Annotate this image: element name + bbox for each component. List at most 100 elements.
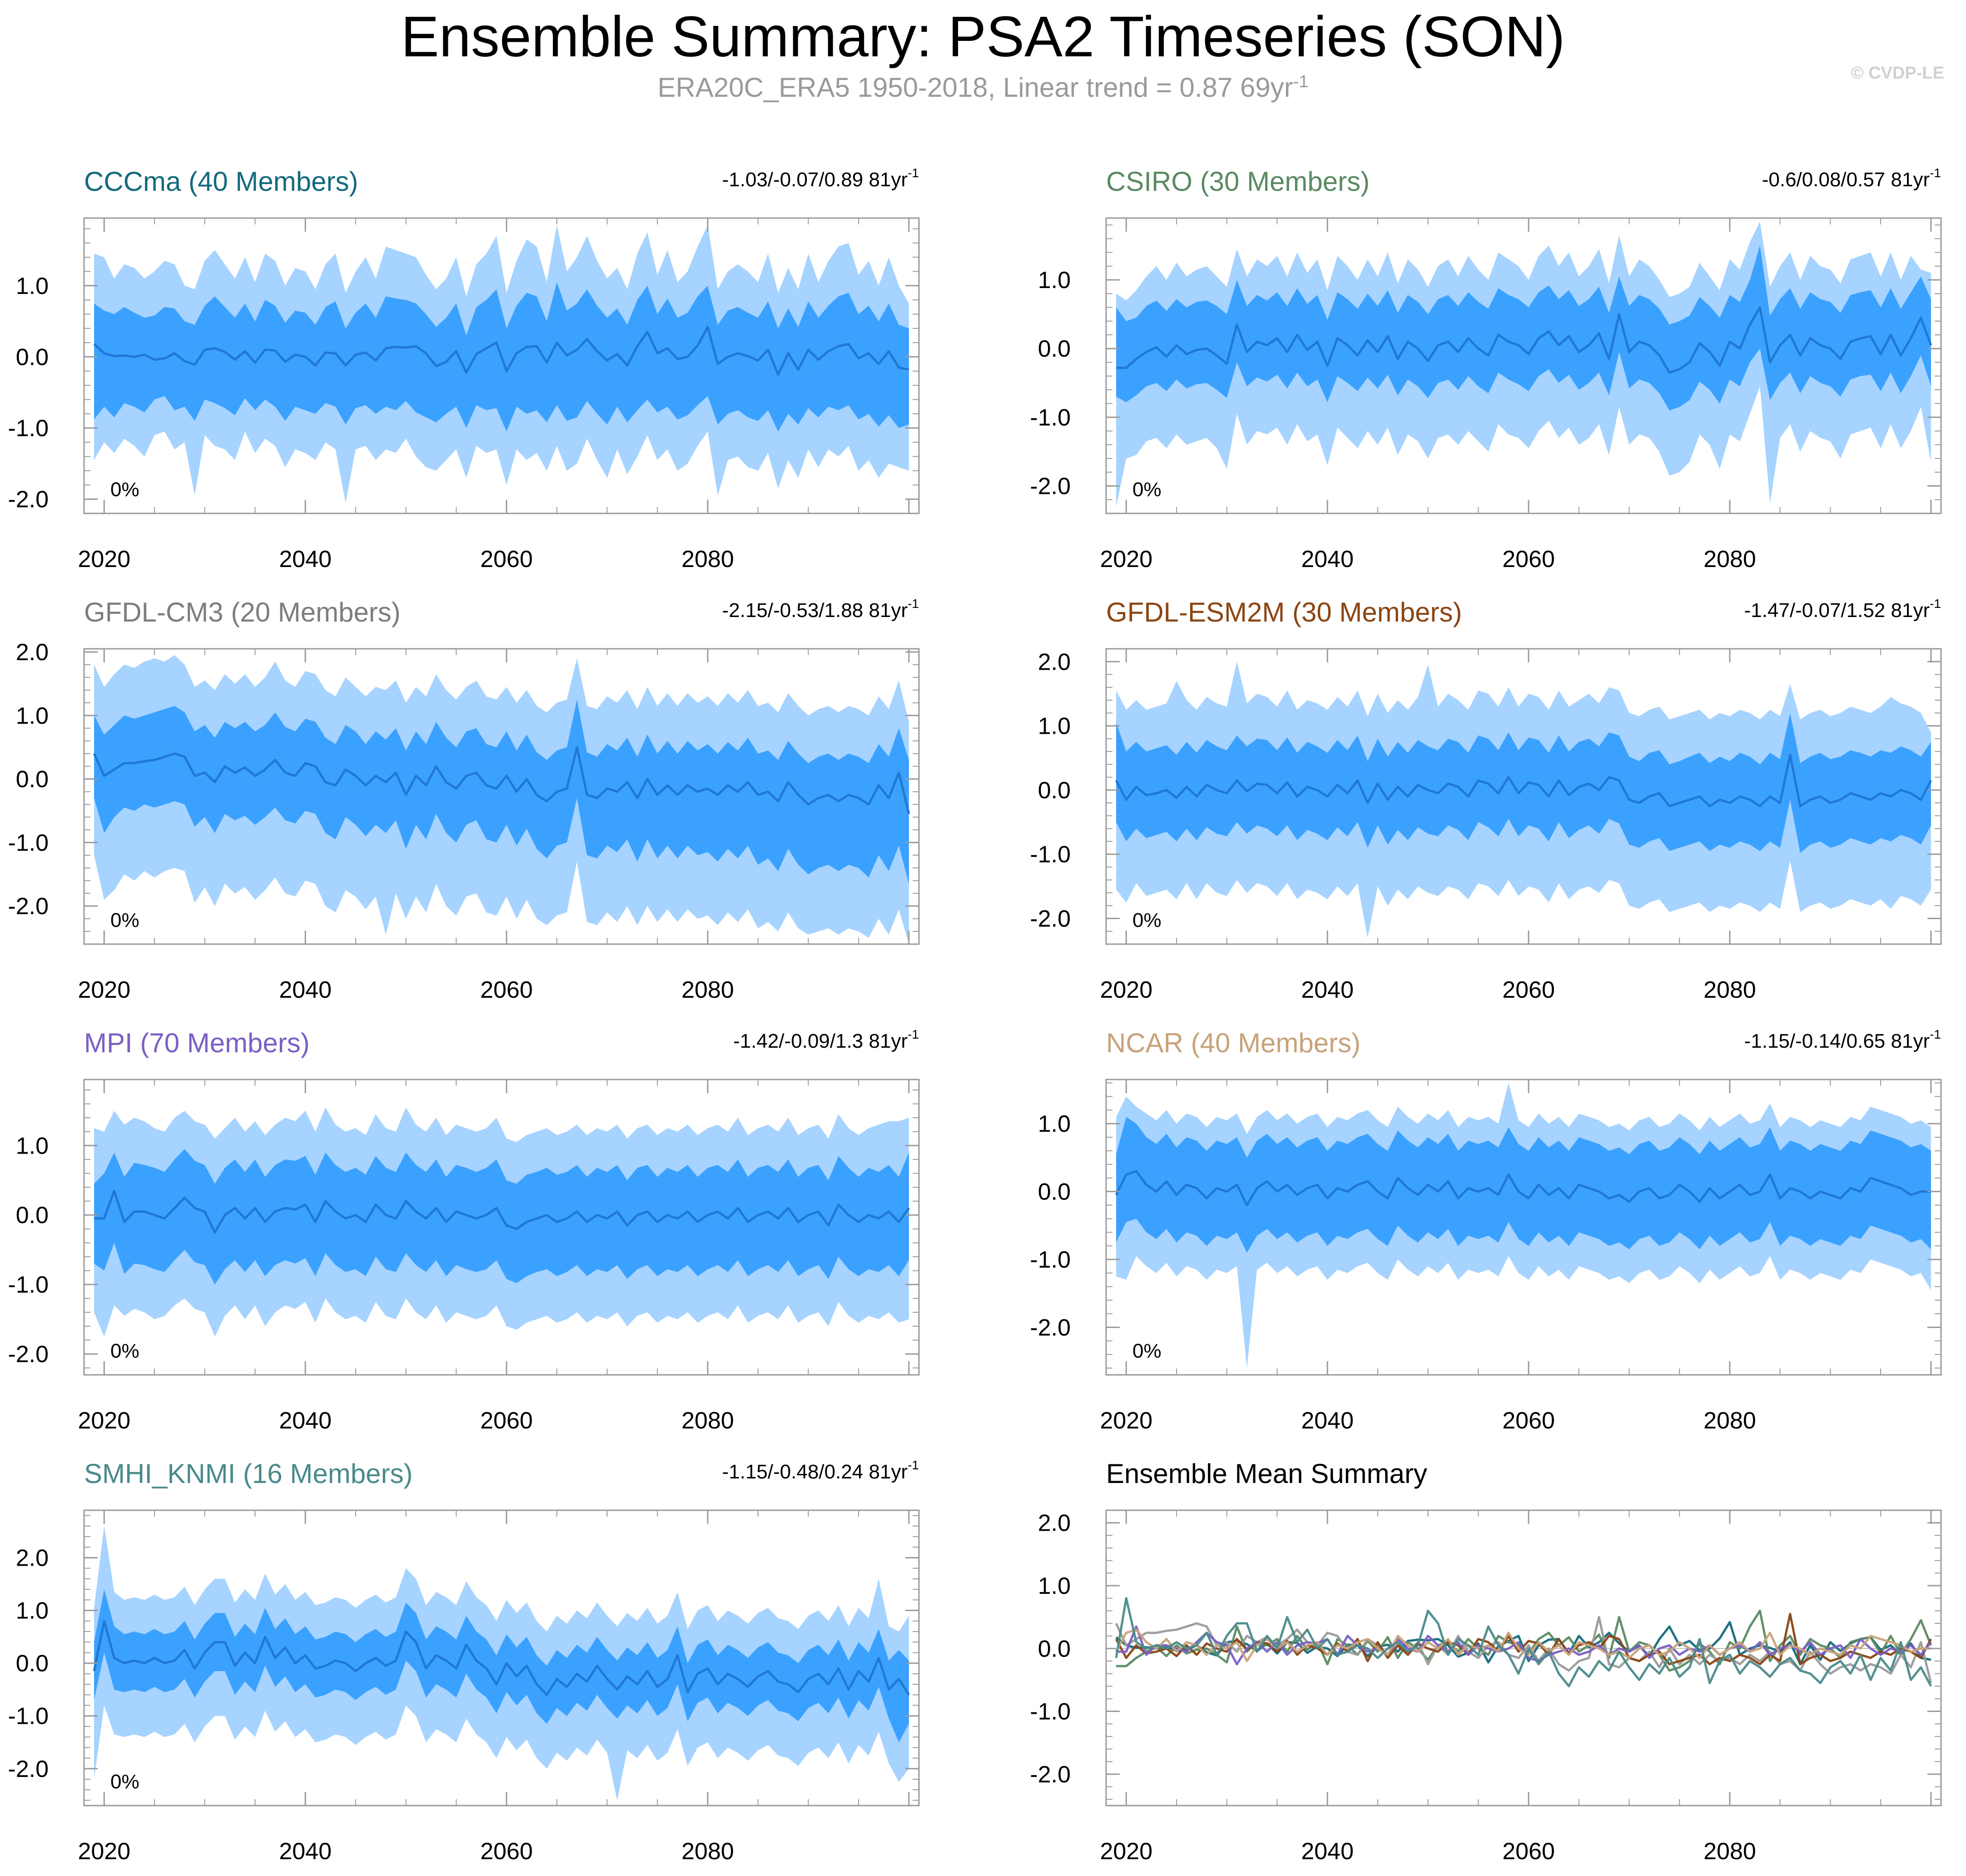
percent-label: 0% — [110, 478, 139, 501]
plot-content — [84, 655, 919, 944]
x-tick-label: 2020 — [78, 546, 130, 572]
panel-stats: -1.42/-0.09/1.3 81yr-1 — [733, 1027, 919, 1052]
x-tick-label: 2080 — [681, 546, 734, 572]
y-tick-label: -1.0 — [1030, 1247, 1071, 1273]
y-tick-label: 2.0 — [16, 1545, 49, 1571]
series-smhi_knmi-line — [1115, 1597, 1932, 1687]
x-tick-label: 2020 — [78, 1408, 130, 1434]
x-tick-label: 2040 — [1301, 977, 1354, 1003]
x-tick-label: 2060 — [1502, 1408, 1555, 1434]
series-ncar-line — [1115, 1628, 1931, 1662]
panel-ensemble-mean: 2.0 1.0 0.0 -1.0 -2.0 2020 2040 2060 2080 Ensembl… — [1030, 1458, 1942, 1865]
x-tick-label: 2060 — [480, 1408, 533, 1434]
y-tick-label: 1.0 — [16, 273, 49, 299]
panel-mpi: 1.0 0.0 -1.0 -2.0 2020 2040 2060 2080 MPI (70 Me… — [8, 1027, 920, 1434]
panel-ncar: 1.0 0.0 -1.0 -2.0 2020 2040 2060 2080 NCAR (40 M… — [1030, 1027, 1942, 1434]
x-tick-label: 2020 — [1100, 546, 1152, 572]
y-tick-label: -1.0 — [8, 830, 49, 856]
ensemble-mean-line — [1115, 753, 1932, 807]
x-tick-label: 2060 — [1502, 977, 1555, 1003]
x-tick-label: 2060 — [1502, 546, 1555, 572]
y-tick-label: 1.0 — [16, 1133, 49, 1159]
panel-gfdl-cm3: 2.0 1.0 0.0 -1.0 -2.0 2020 2040 2060 2080 GFDL-CM… — [8, 597, 920, 1003]
inner-range-band — [94, 1589, 909, 1742]
x-tick-label: 2080 — [1703, 1838, 1756, 1865]
panel-title: Ensemble Mean Summary — [1106, 1458, 1427, 1489]
series-mpi-line — [1116, 1625, 1932, 1666]
x-tick-label: 2020 — [1100, 1838, 1152, 1865]
plot-frame — [1105, 1509, 1942, 1806]
panel-stats-text: -0.6/0.08/0.57 81yr — [1762, 169, 1930, 191]
x-tick-label: 2060 — [480, 1838, 533, 1865]
x-tick-label: 2040 — [1301, 1408, 1354, 1434]
percent-label: 0% — [1132, 909, 1162, 931]
x-tick-label: 2040 — [279, 1838, 332, 1865]
y-tick-label: -1.0 — [8, 1703, 49, 1730]
ensemble-mean-line — [93, 746, 910, 814]
y-tick-label: 0.0 — [1038, 777, 1071, 804]
panel-cccma: 1.0 0.0 -1.0 -2.0 2020 2040 2060 2080 CCCma (40 … — [8, 166, 920, 572]
panel-stats-exponent: -1 — [908, 166, 919, 180]
y-tick-label: 1.0 — [1038, 713, 1071, 740]
plot-frame — [1105, 1079, 1942, 1376]
page-subtitle: ERA20C_ERA5 1950-2018, Linear trend = 0.… — [0, 72, 1966, 103]
y-tick-label: 1.0 — [1038, 1573, 1071, 1599]
y-tick-label: 1.0 — [16, 703, 49, 729]
panel-stats-text: -1.03/-0.07/0.89 81yr — [722, 169, 908, 191]
y-tick-label: 1.0 — [1038, 1111, 1071, 1137]
x-tick-label: 2080 — [681, 977, 734, 1003]
panel-title: MPI (70 Members) — [84, 1028, 310, 1058]
y-tick-label: -2.0 — [1030, 906, 1071, 932]
plot-content — [84, 1526, 919, 1801]
panel-csiro: 1.0 0.0 -1.0 -2.0 2020 2040 2060 2080 CSIRO (30 … — [1030, 166, 1942, 572]
y-tick-label: -1.0 — [1030, 404, 1071, 431]
ensemble-mean-line — [93, 1620, 910, 1696]
y-tick-label: 1.0 — [1038, 267, 1071, 294]
panel-stats-exponent: -1 — [908, 1027, 919, 1041]
plot-frame — [1105, 217, 1942, 514]
panel-stats: -1.15/-0.14/0.65 81yr-1 — [1744, 1027, 1941, 1052]
y-tick-label: 2.0 — [16, 639, 49, 666]
panel-title: NCAR (40 Members) — [1106, 1028, 1360, 1058]
y-tick-label: 2.0 — [1038, 1510, 1071, 1537]
plot-content — [1106, 1597, 1941, 1687]
panel-stats: -1.15/-0.48/0.24 81yr-1 — [722, 1458, 919, 1483]
panel-stats: -1.03/-0.07/0.89 81yr-1 — [722, 166, 919, 191]
panel-stats-text: -1.15/-0.14/0.65 81yr — [1744, 1030, 1930, 1052]
x-tick-label: 2040 — [1301, 546, 1354, 572]
panel-stats-exponent: -1 — [1930, 166, 1941, 180]
panel-stats-exponent: -1 — [908, 597, 919, 611]
panel-stats-exponent: -1 — [1930, 597, 1941, 611]
panel-gfdl-esm2m: 2.0 1.0 0.0 -1.0 -2.0 2020 2040 2060 2080 GFDL-ES… — [1030, 597, 1942, 1003]
y-tick-label: 0.0 — [16, 766, 49, 793]
y-tick-label: -2.0 — [1030, 1314, 1071, 1341]
y-tick-label: -2.0 — [8, 487, 49, 513]
plot-frame — [83, 1509, 920, 1806]
panel-stats: -2.15/-0.53/1.88 81yr-1 — [722, 597, 919, 622]
plot-content — [84, 225, 919, 503]
x-tick-label: 2040 — [279, 546, 332, 572]
panel-stats-text: -1.47/-0.07/1.52 81yr — [1744, 599, 1930, 622]
plot-frame — [83, 1079, 920, 1376]
panel-title: CSIRO (30 Members) — [1106, 166, 1370, 197]
x-tick-label: 2060 — [480, 977, 533, 1003]
panel-stats-exponent: -1 — [1930, 1027, 1941, 1041]
panel-stats-text: -1.42/-0.09/1.3 81yr — [733, 1030, 908, 1052]
y-tick-label: 0.0 — [16, 344, 49, 370]
x-tick-label: 2020 — [78, 977, 130, 1003]
x-tick-label: 2080 — [1703, 546, 1756, 572]
panel-stats-text: -2.15/-0.53/1.88 81yr — [722, 599, 908, 622]
x-tick-label: 2060 — [480, 546, 533, 572]
x-tick-label: 2020 — [1100, 977, 1152, 1003]
panel-stats: -0.6/0.08/0.57 81yr-1 — [1762, 166, 1941, 191]
y-tick-label: 2.0 — [1038, 649, 1071, 675]
percent-label: 0% — [1132, 1340, 1162, 1362]
x-tick-label: 2080 — [681, 1408, 734, 1434]
y-tick-label: -1.0 — [8, 415, 49, 442]
y-tick-label: -2.0 — [1030, 473, 1071, 500]
plot-content — [1106, 662, 1941, 938]
x-tick-label: 2080 — [1703, 1408, 1756, 1434]
x-tick-label: 2060 — [1502, 1838, 1555, 1865]
ensemble-mean-line — [1115, 1170, 1931, 1206]
